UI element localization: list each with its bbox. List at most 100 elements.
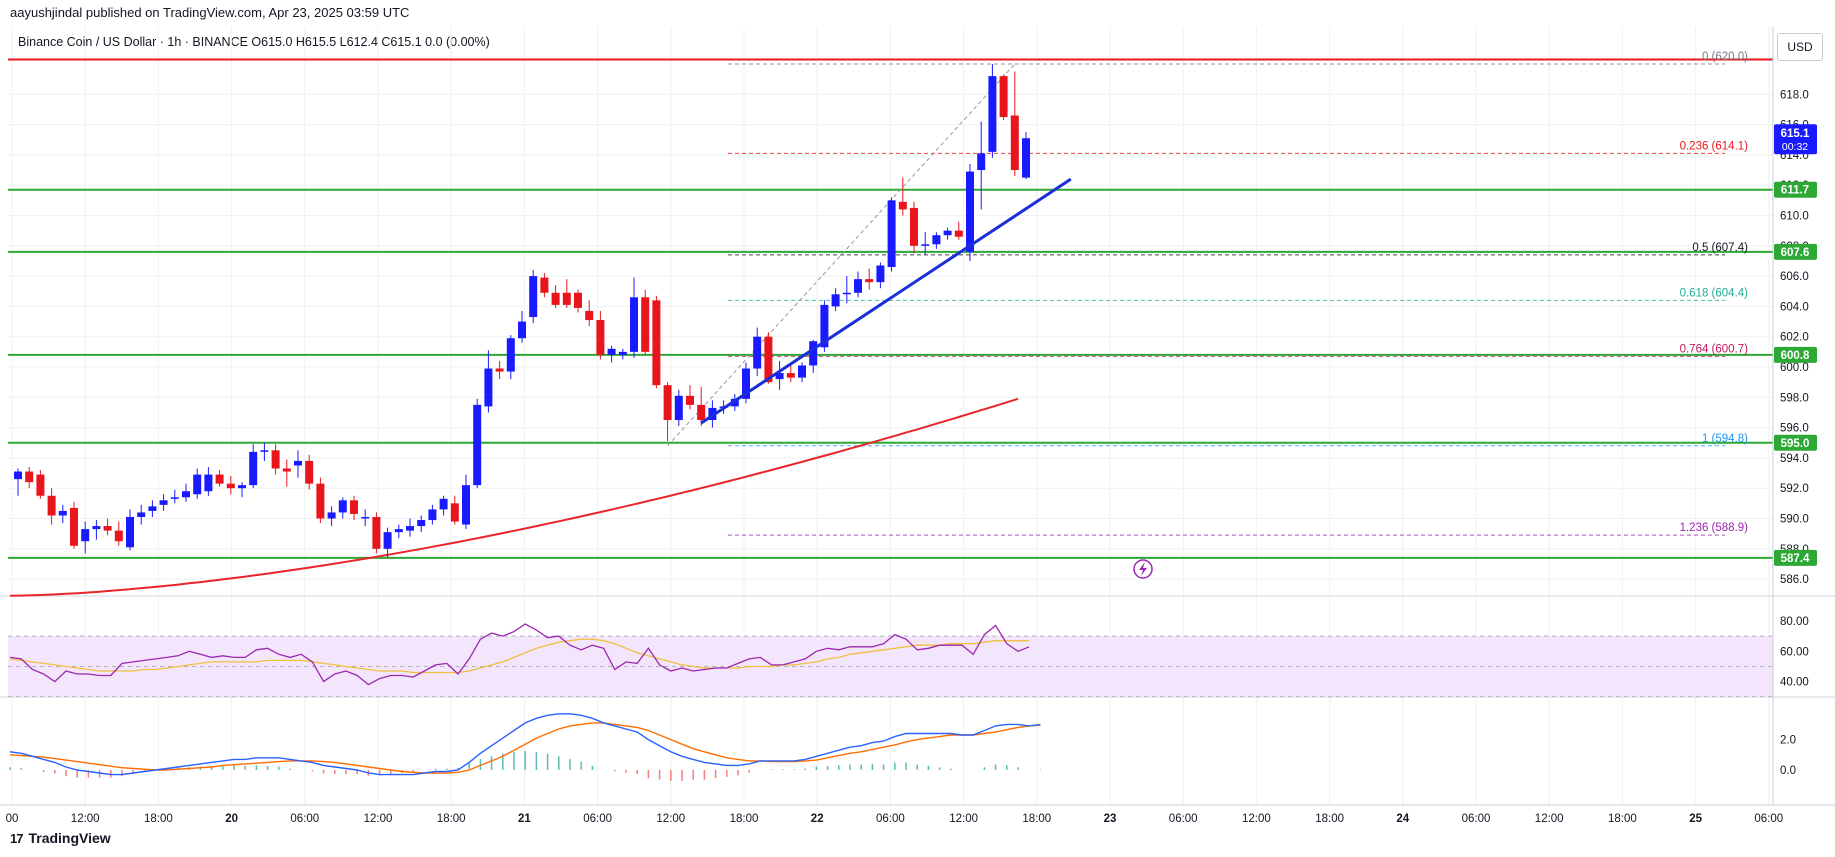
candle-body[interactable]	[126, 516, 134, 548]
lightning-icon[interactable]	[1133, 559, 1153, 579]
candle-body[interactable]	[282, 468, 291, 472]
candle-body[interactable]	[910, 207, 918, 246]
candle-body[interactable]	[966, 171, 974, 252]
candle-body[interactable]	[338, 500, 347, 513]
candle-body[interactable]	[518, 321, 526, 339]
candle-body[interactable]	[25, 471, 34, 483]
candle-body[interactable]	[271, 450, 280, 469]
candle-body[interactable]	[484, 368, 493, 407]
candle-body[interactable]	[865, 279, 874, 283]
candle-body[interactable]	[686, 395, 694, 405]
candle-body[interactable]	[439, 498, 448, 510]
candle-body[interactable]	[820, 304, 829, 348]
currency-button[interactable]: USD	[1777, 33, 1823, 61]
candle-body[interactable]	[764, 336, 773, 383]
candle-body[interactable]	[697, 404, 706, 421]
candle-body[interactable]	[495, 368, 504, 372]
candle-body[interactable]	[786, 373, 795, 378]
candle-body[interactable]	[898, 201, 907, 210]
price-tick-label: 600.0	[1780, 362, 1809, 374]
candle-body[interactable]	[842, 292, 851, 295]
candle-body[interactable]	[92, 526, 101, 530]
trendline-group[interactable]	[700, 177, 1153, 579]
candle-body[interactable]	[1022, 138, 1030, 178]
candle-body[interactable]	[103, 526, 112, 531]
candle-body[interactable]	[663, 385, 672, 421]
candle-body[interactable]	[260, 450, 269, 452]
candle-body[interactable]	[159, 500, 168, 505]
candle-body[interactable]	[742, 368, 750, 399]
candle-body[interactable]	[238, 485, 246, 489]
candle-body[interactable]	[887, 200, 896, 268]
candle-body[interactable]	[585, 310, 594, 321]
candle-body[interactable]	[574, 292, 582, 308]
candle-body[interactable]	[551, 292, 560, 305]
candle-body[interactable]	[137, 512, 146, 517]
candles[interactable]	[14, 64, 1030, 558]
candle-body[interactable]	[1010, 115, 1019, 171]
candle-body[interactable]	[529, 276, 538, 318]
candle-body[interactable]	[596, 320, 605, 355]
candle-body[interactable]	[943, 230, 952, 236]
candle-body[interactable]	[215, 474, 224, 484]
candle-body[interactable]	[58, 510, 67, 516]
candle-body[interactable]	[753, 336, 762, 369]
candle-body[interactable]	[988, 76, 997, 152]
candle-body[interactable]	[170, 497, 179, 499]
candle-body[interactable]	[652, 300, 661, 386]
candle-body[interactable]	[630, 297, 638, 352]
candle-body[interactable]	[114, 530, 123, 542]
candle-body[interactable]	[372, 516, 381, 549]
candle-body[interactable]	[854, 279, 862, 293]
candle-body[interactable]	[450, 503, 459, 522]
candle-body[interactable]	[193, 474, 202, 495]
candle-body[interactable]	[204, 474, 213, 492]
candle-body[interactable]	[47, 495, 56, 516]
tradingview-logo[interactable]: 17 TradingView	[10, 830, 111, 846]
candle-body[interactable]	[294, 460, 302, 466]
candle-body[interactable]	[361, 516, 370, 519]
candle-body[interactable]	[383, 532, 392, 549]
candle-body[interactable]	[226, 483, 235, 489]
candle-body[interactable]	[249, 451, 258, 486]
candle-body[interactable]	[775, 373, 784, 380]
candle-body[interactable]	[809, 341, 818, 366]
bullish-trendline[interactable]	[700, 177, 1072, 425]
candle-body[interactable]	[70, 507, 78, 546]
candle-body[interactable]	[428, 509, 437, 521]
candle-body[interactable]	[562, 292, 571, 305]
candle-body[interactable]	[607, 348, 616, 355]
candle-body[interactable]	[316, 483, 325, 519]
symbol-legend[interactable]: Binance Coin / US Dollar · 1h · BINANCE …	[18, 35, 490, 49]
candle-body[interactable]	[327, 512, 336, 519]
candle-body[interactable]	[394, 529, 403, 533]
candle-body[interactable]	[876, 265, 885, 283]
candle-body[interactable]	[14, 471, 22, 480]
candle-body[interactable]	[932, 235, 941, 245]
candle-body[interactable]	[462, 485, 470, 525]
candle-body[interactable]	[305, 460, 314, 484]
candle-body[interactable]	[417, 520, 426, 527]
candle-body[interactable]	[81, 529, 90, 542]
candle-body[interactable]	[674, 395, 683, 421]
candle-body[interactable]	[473, 404, 482, 486]
candle-body[interactable]	[954, 230, 963, 237]
candle-body[interactable]	[641, 297, 650, 352]
candle-body[interactable]	[350, 500, 358, 514]
candle-body[interactable]	[36, 474, 45, 496]
candle-body[interactable]	[831, 294, 840, 307]
candle-body[interactable]	[977, 153, 986, 171]
candle-body[interactable]	[506, 338, 515, 372]
candle-body[interactable]	[921, 244, 930, 246]
candle-body[interactable]	[540, 277, 549, 293]
candle-body[interactable]	[618, 351, 627, 355]
candle-body[interactable]	[182, 491, 190, 498]
candle-body[interactable]	[148, 506, 157, 511]
candle-body[interactable]	[999, 76, 1008, 118]
candle-body[interactable]	[406, 526, 414, 531]
time-tick-label: 25	[1689, 813, 1702, 825]
time-tick-label: 12:00	[1242, 813, 1271, 825]
candle-body[interactable]	[798, 365, 806, 378]
